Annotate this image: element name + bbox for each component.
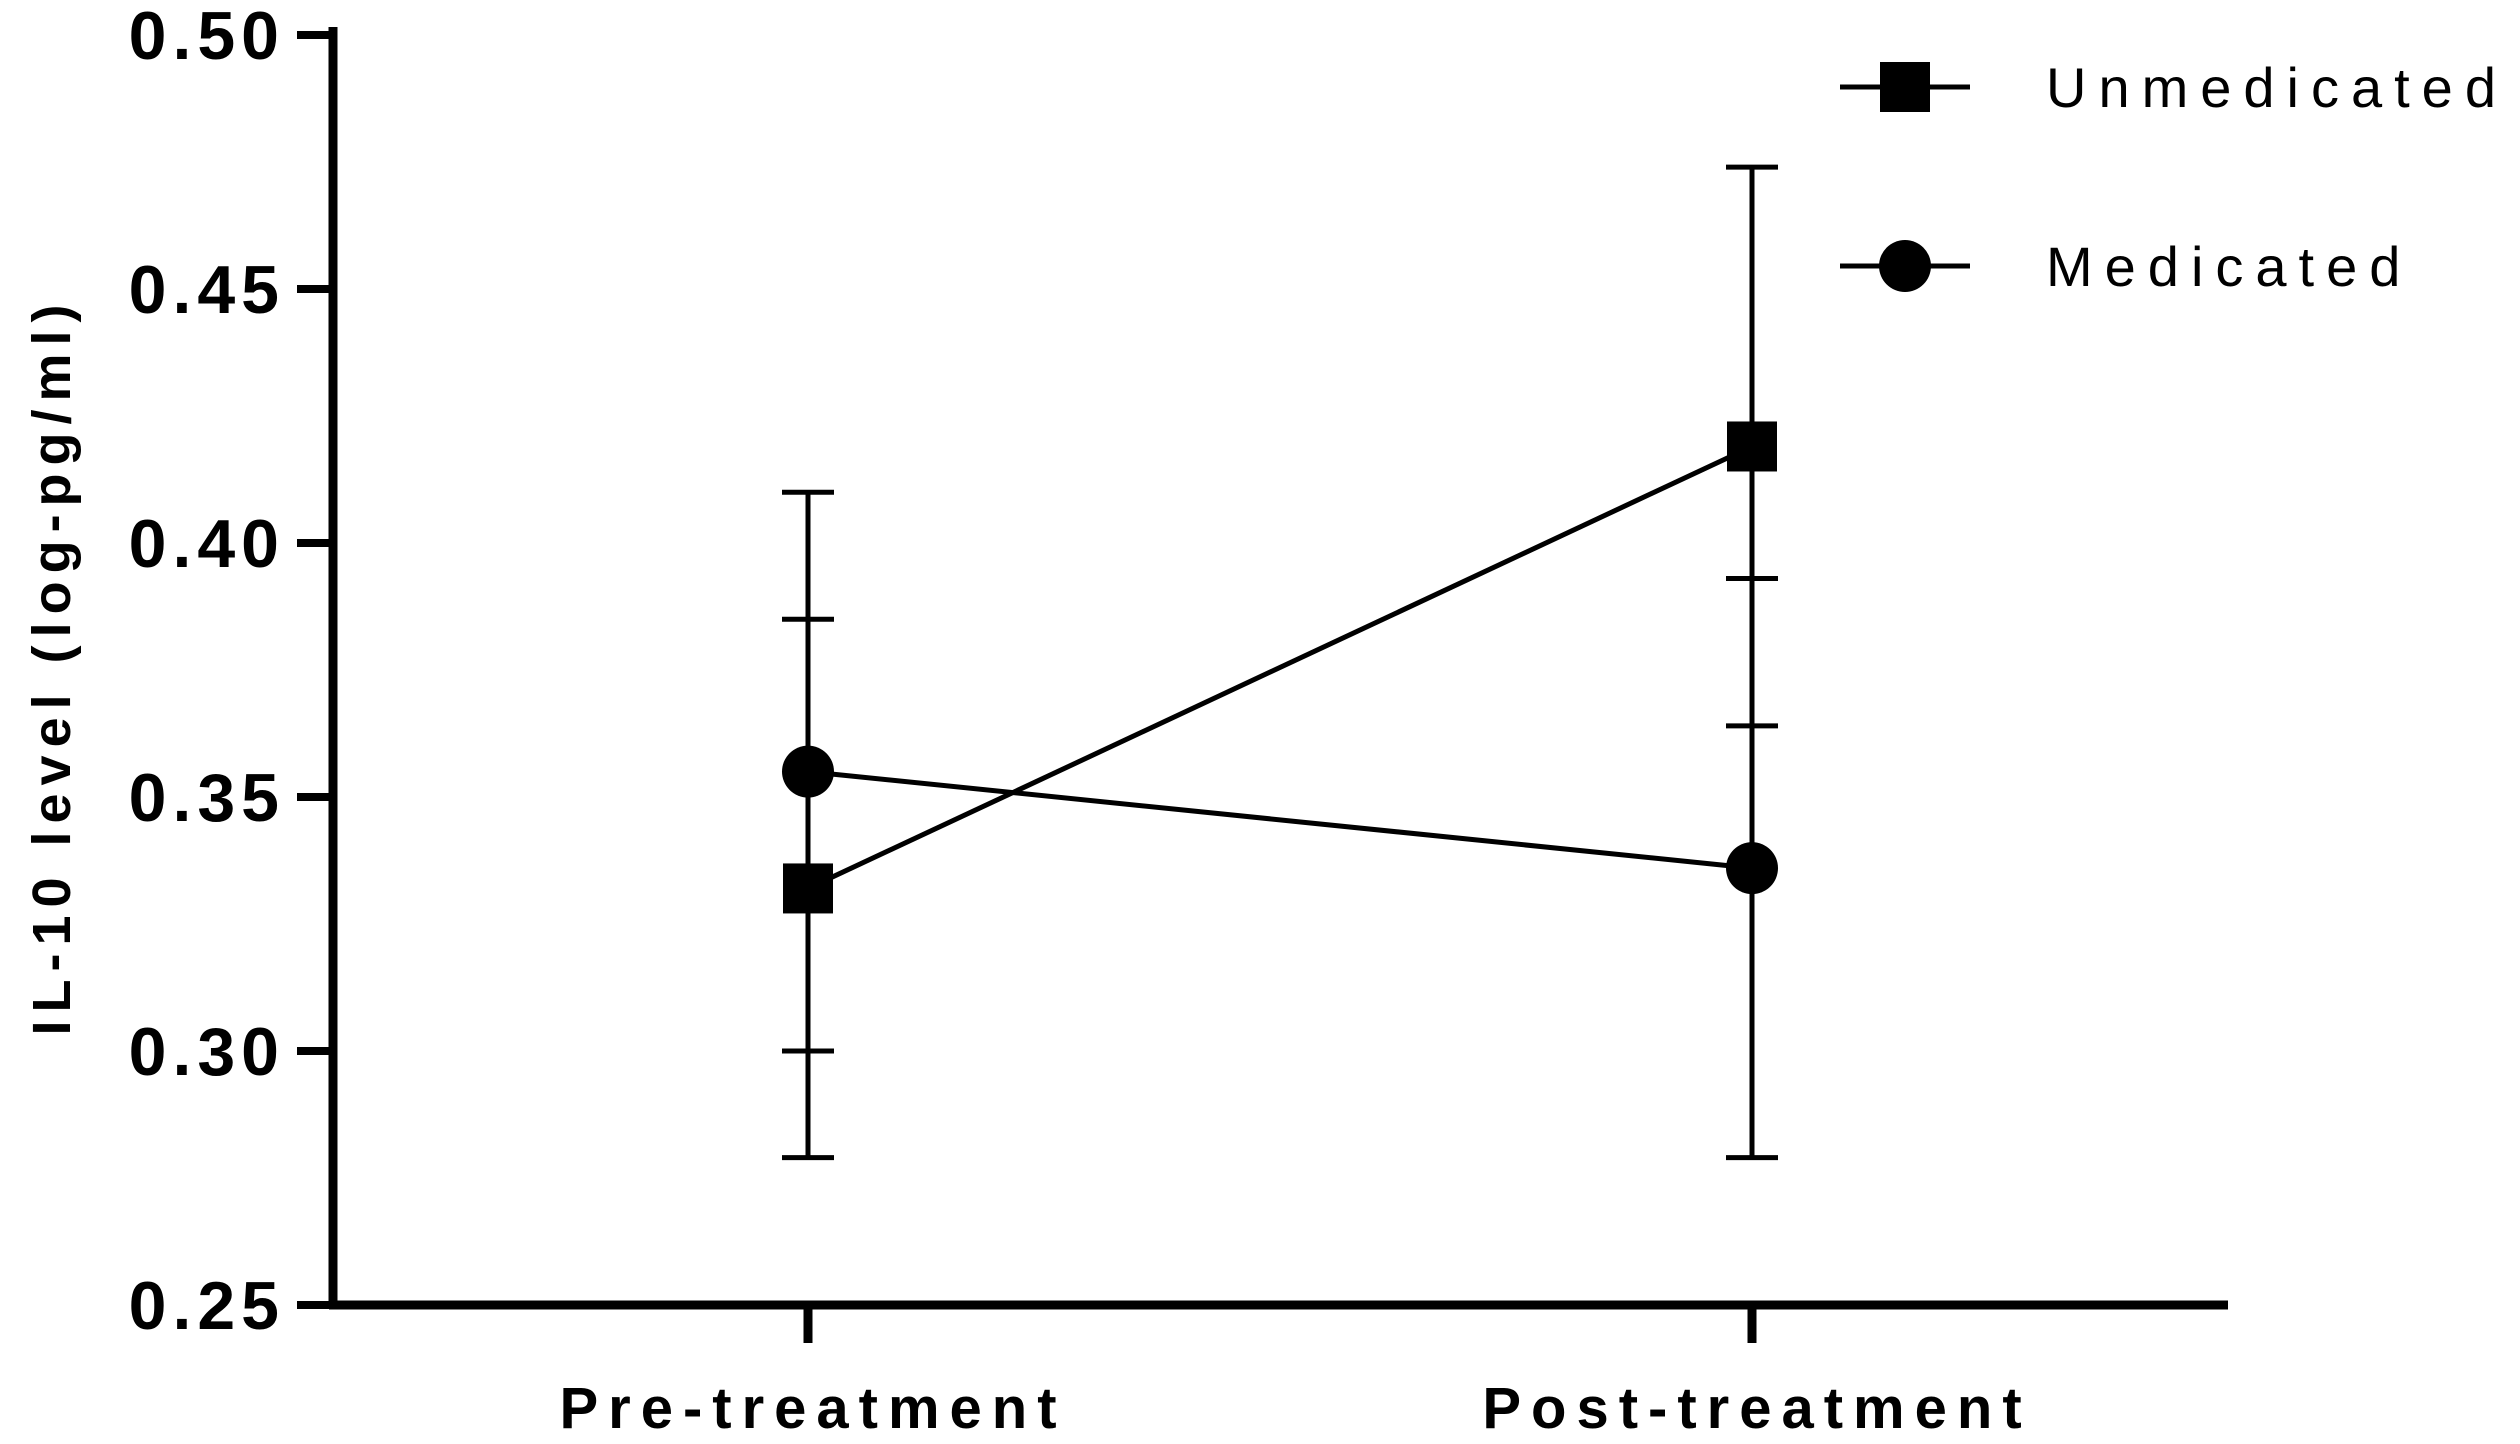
legend-item: Medicated — [1840, 235, 2412, 298]
y-tick-label: 0.45 — [129, 252, 285, 328]
x-ticks: Pre-treatment Post-treatment — [559, 1305, 2031, 1441]
y-tick-label: 0.50 — [129, 0, 285, 74]
y-axis-title: IL-10 level (log-pg/ml) — [22, 296, 82, 1035]
axes — [328, 27, 2228, 1310]
series-line-medicated — [807, 769, 1753, 871]
error-bars — [782, 164, 1778, 1161]
y-ticks: 0.25 0.30 0.35 0.40 0.45 0.50 — [129, 0, 333, 1344]
markers — [782, 421, 1778, 914]
x-tick-label: Post-treatment — [1482, 1376, 2031, 1441]
series-line-unmedicated — [806, 444, 1754, 891]
y-tick-label: 0.30 — [129, 1014, 285, 1090]
x-tick-label: Pre-treatment — [559, 1376, 1066, 1441]
y-tick-label: 0.25 — [129, 1268, 285, 1344]
legend-marker — [1880, 62, 1930, 112]
legend-marker — [1879, 240, 1931, 292]
legend-item: Unmedicated — [1840, 56, 2508, 119]
legend: Unmedicated Medicated — [1840, 56, 2508, 298]
y-tick-label: 0.35 — [129, 760, 285, 836]
y-tick-label: 0.40 — [129, 506, 285, 582]
data-point — [783, 863, 833, 914]
legend-label: Medicated — [2046, 235, 2412, 298]
data-point — [782, 745, 834, 798]
data-point — [1726, 842, 1778, 895]
series-lines — [806, 444, 1754, 891]
legend-label: Unmedicated — [2046, 56, 2508, 119]
data-point — [1727, 421, 1777, 472]
